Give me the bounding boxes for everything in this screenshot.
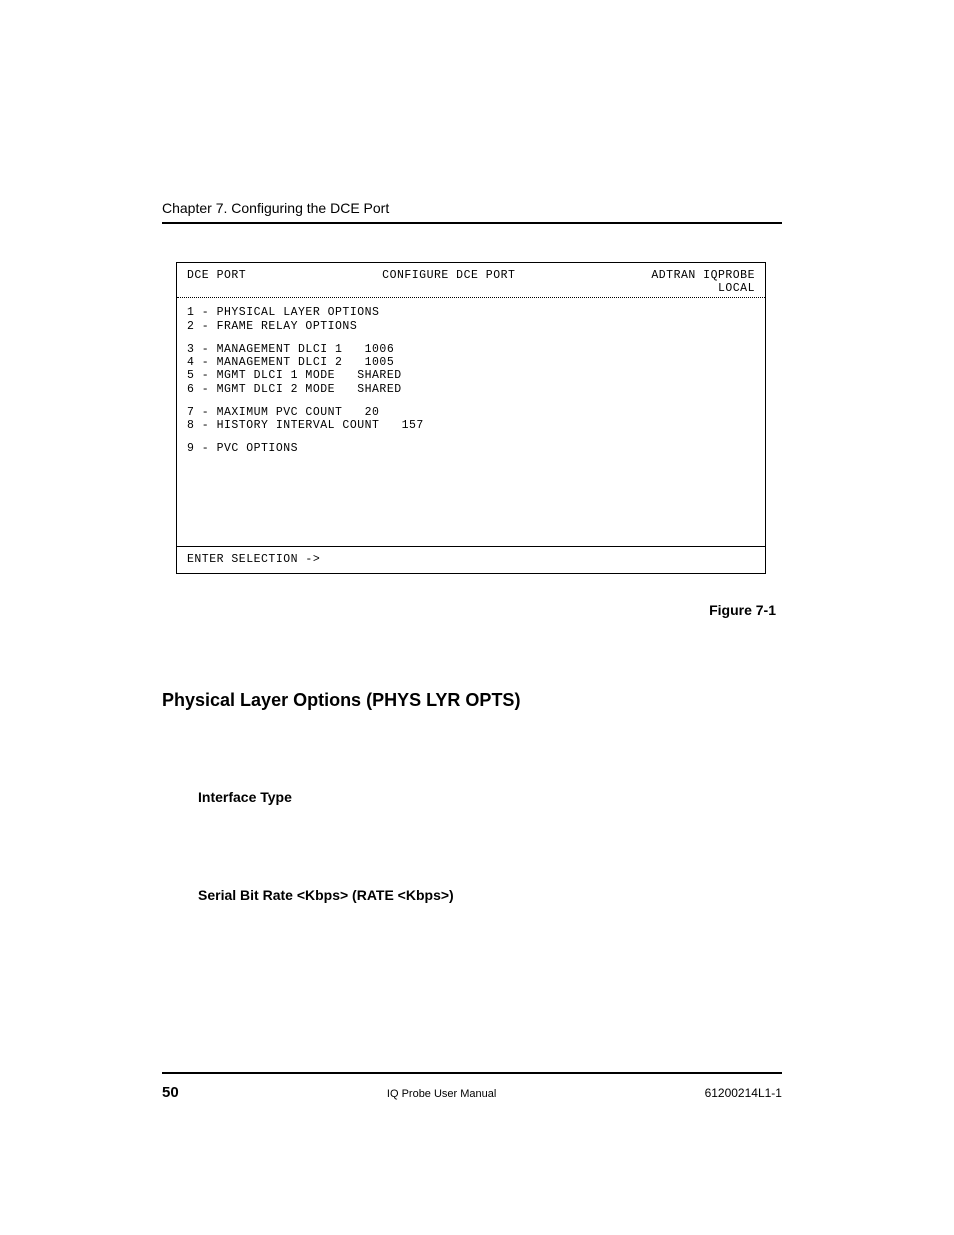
terminal-menu-group: 3 - MANAGEMENT DLCI 1 10064 - MANAGEMENT… <box>187 343 755 396</box>
terminal-menu-line: 9 - PVC OPTIONS <box>187 442 755 455</box>
subheading-serial-bit-rate: Serial Bit Rate <Kbps> (RATE <Kbps>) <box>198 887 782 903</box>
section-heading: Physical Layer Options (PHYS LYR OPTS) <box>162 690 782 711</box>
terminal-menu-line: 1 - PHYSICAL LAYER OPTIONS <box>187 306 755 319</box>
terminal-menu-line: 7 - MAXIMUM PVC COUNT 20 <box>187 406 755 419</box>
terminal-header-right-line2: LOCAL <box>651 282 755 295</box>
terminal-header-right: ADTRAN IQPROBE LOCAL <box>651 269 755 295</box>
terminal-screenshot: DCE PORT CONFIGURE DCE PORT ADTRAN IQPRO… <box>176 262 766 574</box>
content-area: Chapter 7. Configuring the DCE Port DCE … <box>162 200 782 903</box>
terminal-menu-line: 4 - MANAGEMENT DLCI 2 1005 <box>187 356 755 369</box>
terminal-menu-line: 3 - MANAGEMENT DLCI 1 1006 <box>187 343 755 356</box>
terminal-prompt: ENTER SELECTION -> <box>177 546 765 572</box>
chapter-header: Chapter 7. Configuring the DCE Port <box>162 200 782 224</box>
terminal-menu-group: 7 - MAXIMUM PVC COUNT 208 - HISTORY INTE… <box>187 406 755 432</box>
page-number: 50 <box>162 1084 179 1101</box>
terminal-menu-group: 1 - PHYSICAL LAYER OPTIONS2 - FRAME RELA… <box>187 306 755 332</box>
terminal-menu-line: 8 - HISTORY INTERVAL COUNT 157 <box>187 419 755 432</box>
terminal-menu-line: 2 - FRAME RELAY OPTIONS <box>187 320 755 333</box>
terminal-menu-line: 6 - MGMT DLCI 2 MODE SHARED <box>187 383 755 396</box>
terminal-header-left: DCE PORT <box>187 269 246 282</box>
terminal-menu-line: 5 - MGMT DLCI 1 MODE SHARED <box>187 369 755 382</box>
figure-label: Figure 7-1 <box>162 602 776 618</box>
subheading-interface-type: Interface Type <box>198 789 782 805</box>
terminal-body: 1 - PHYSICAL LAYER OPTIONS2 - FRAME RELA… <box>177 298 765 546</box>
page-footer: 50 IQ Probe User Manual 61200214L1-1 <box>162 1072 782 1101</box>
terminal-header-right-line1: ADTRAN IQPROBE <box>651 269 755 282</box>
terminal-header-center: CONFIGURE DCE PORT <box>382 269 515 282</box>
terminal-menu-group: 9 - PVC OPTIONS <box>187 442 755 455</box>
page: Chapter 7. Configuring the DCE Port DCE … <box>0 0 954 1235</box>
footer-title: IQ Probe User Manual <box>387 1088 496 1100</box>
footer-docnum: 61200214L1-1 <box>705 1086 782 1100</box>
terminal-header: DCE PORT CONFIGURE DCE PORT ADTRAN IQPRO… <box>177 263 765 298</box>
